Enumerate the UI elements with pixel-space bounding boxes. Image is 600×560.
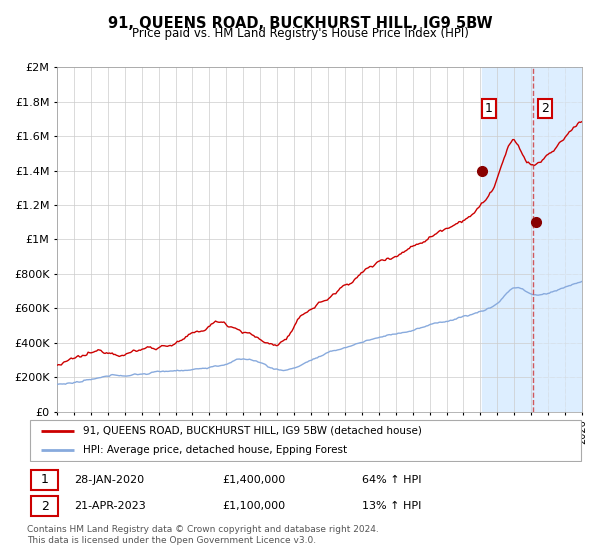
Text: 28-JAN-2020: 28-JAN-2020 [74,475,145,485]
Bar [533,67,582,412]
Text: 91, QUEENS ROAD, BUCKHURST HILL, IG9 5BW: 91, QUEENS ROAD, BUCKHURST HILL, IG9 5BW [107,16,493,31]
Text: 21-APR-2023: 21-APR-2023 [74,501,146,511]
Text: 1: 1 [485,102,493,115]
FancyBboxPatch shape [31,496,58,516]
Text: £1,100,000: £1,100,000 [222,501,286,511]
Text: £1,400,000: £1,400,000 [222,475,286,485]
Bar [482,67,582,412]
Text: Contains HM Land Registry data © Crown copyright and database right 2024.
This d: Contains HM Land Registry data © Crown c… [27,525,379,545]
Text: HPI: Average price, detached house, Epping Forest: HPI: Average price, detached house, Eppi… [83,445,347,455]
Text: 2: 2 [41,500,49,513]
Text: Price paid vs. HM Land Registry's House Price Index (HPI): Price paid vs. HM Land Registry's House … [131,27,469,40]
FancyBboxPatch shape [31,470,58,490]
Text: 91, QUEENS ROAD, BUCKHURST HILL, IG9 5BW (detached house): 91, QUEENS ROAD, BUCKHURST HILL, IG9 5BW… [83,426,422,436]
Text: 64% ↑ HPI: 64% ↑ HPI [362,475,421,485]
Text: 13% ↑ HPI: 13% ↑ HPI [362,501,421,511]
FancyBboxPatch shape [30,419,581,461]
Text: 1: 1 [41,473,49,486]
Text: 2: 2 [541,102,548,115]
